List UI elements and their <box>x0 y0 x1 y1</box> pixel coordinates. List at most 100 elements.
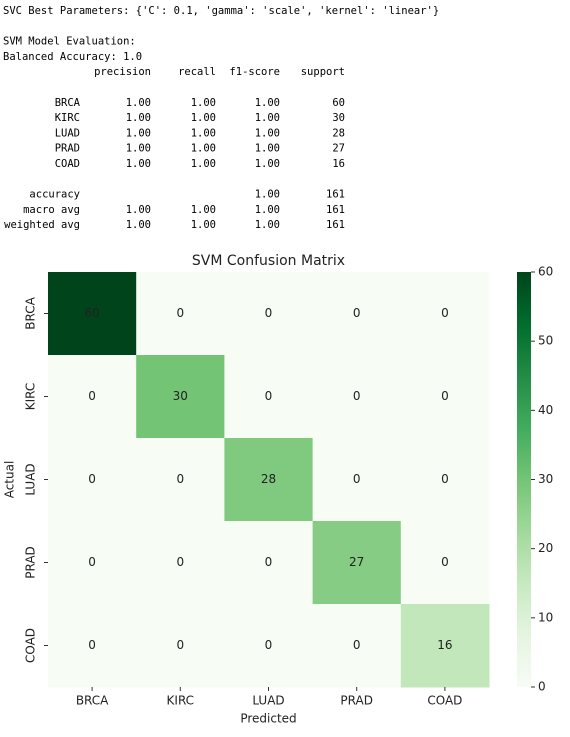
report-cell: 28 <box>332 127 345 139</box>
report-cell: 30 <box>332 112 345 124</box>
heatmap-cell <box>224 355 314 439</box>
heatmap-cell <box>136 355 225 439</box>
report-cell: 1.00 <box>191 127 216 139</box>
x-tick-label: BRCA <box>76 694 109 708</box>
cell-annotation: 0 <box>265 638 273 652</box>
heatmap-cell <box>48 604 137 688</box>
report-header: f1-score <box>229 66 280 78</box>
cell-annotation: 0 <box>88 472 96 486</box>
report-cell: 1.00 <box>255 143 280 155</box>
heatmap-cell <box>48 521 137 605</box>
report-label: weighted avg <box>4 219 80 231</box>
x-tick-label: LUAD <box>252 694 284 708</box>
x-tick-label: KIRC <box>167 694 195 708</box>
colorbar-tick-label: 10 <box>538 610 553 624</box>
report-header: precision <box>94 66 151 78</box>
report-cell: 1.00 <box>255 204 280 216</box>
colorbar-tick-label: 30 <box>538 472 553 486</box>
y-tick-label: COAD <box>24 628 38 663</box>
report-cell: 1.00 <box>191 219 216 231</box>
report-cell: 1.00 <box>191 143 216 155</box>
colorbar <box>517 272 531 687</box>
colorbar-tick-label: 60 <box>538 265 553 279</box>
heatmap-cell <box>48 355 137 439</box>
cell-annotation: 0 <box>176 555 184 569</box>
cell-annotation: 0 <box>353 306 361 320</box>
report-cell: 1.00 <box>255 112 280 124</box>
cell-annotation: 0 <box>353 472 361 486</box>
report-cell: 1.00 <box>191 158 216 170</box>
report-cell: 161 <box>326 189 345 201</box>
report-cell: 161 <box>326 204 345 216</box>
heatmap-cell <box>312 438 402 522</box>
y-tick-label: LUAD <box>24 463 38 495</box>
report-label: BRCA <box>55 97 81 109</box>
report-cell: 1.00 <box>126 127 151 139</box>
cell-annotation: 16 <box>437 638 452 652</box>
heatmap-cell <box>48 272 137 356</box>
report-cell: 1.00 <box>126 97 151 109</box>
cell-annotation: 0 <box>441 472 449 486</box>
cell-annotation: 0 <box>265 555 273 569</box>
cell-annotation: 27 <box>349 555 364 569</box>
heatmap-cell <box>312 521 402 605</box>
heatmap-cell <box>312 272 402 356</box>
heatmap-cell <box>400 521 490 605</box>
report-cell: 1.00 <box>255 219 280 231</box>
report-cell: 1.00 <box>126 158 151 170</box>
cell-annotation: 0 <box>176 472 184 486</box>
colorbar-tick-label: 50 <box>538 334 553 348</box>
report-header: support <box>301 66 345 78</box>
colorbar-tick-label: 20 <box>538 541 553 555</box>
output-line: Balanced Accuracy: 1.0 <box>3 51 142 63</box>
heatmap-cell <box>224 272 314 356</box>
report-label: KIRC <box>55 112 80 124</box>
report-label: macro avg <box>23 204 80 216</box>
report-cell: 161 <box>326 219 345 231</box>
report-label: PRAD <box>55 143 80 155</box>
output-line: SVM Model Evaluation: <box>3 36 136 48</box>
heatmap-cell <box>224 438 314 522</box>
report-cell: 1.00 <box>191 204 216 216</box>
report-cell: 1.00 <box>126 112 151 124</box>
heatmap-cell <box>136 272 225 356</box>
cell-annotation: 0 <box>353 389 361 403</box>
cell-annotation: 0 <box>265 306 273 320</box>
cell-annotation: 0 <box>176 306 184 320</box>
cell-annotation: 0 <box>441 555 449 569</box>
report-cell: 1.00 <box>255 189 280 201</box>
x-axis-label: Predicted <box>240 712 296 726</box>
report-cell: 16 <box>332 158 345 170</box>
y-tick-label: BRCA <box>24 296 38 329</box>
report-cell: 27 <box>332 143 345 155</box>
report-label: LUAD <box>55 127 80 139</box>
heatmap-cell <box>224 604 314 688</box>
heatmap-cell <box>400 355 490 439</box>
cell-annotation: 0 <box>353 638 361 652</box>
heatmap-cell <box>48 438 137 522</box>
report-cell: 1.00 <box>255 127 280 139</box>
report-cell: 1.00 <box>255 158 280 170</box>
report-cell: 60 <box>332 97 345 109</box>
output-line: SVC Best Parameters: {'C': 0.1, 'gamma':… <box>3 5 439 17</box>
x-tick-label: COAD <box>427 694 462 708</box>
heatmap-cell <box>136 438 225 522</box>
y-tick-label: PRAD <box>24 546 38 579</box>
x-tick-label: PRAD <box>340 694 373 708</box>
cell-annotation: 60 <box>84 306 99 320</box>
chart-title: SVM Confusion Matrix <box>192 253 345 269</box>
cell-annotation: 0 <box>265 389 273 403</box>
cell-annotation: 30 <box>173 389 188 403</box>
report-cell: 1.00 <box>191 97 216 109</box>
cell-annotation: 28 <box>261 472 276 486</box>
cell-annotation: 0 <box>88 389 96 403</box>
cell-annotation: 0 <box>176 638 184 652</box>
report-cell: 1.00 <box>255 97 280 109</box>
report-cell: 1.00 <box>126 204 151 216</box>
heatmap-cell <box>224 521 314 605</box>
y-axis-label: Actual <box>3 461 17 499</box>
colorbar-tick-label: 40 <box>538 403 553 417</box>
report-label: accuracy <box>29 189 80 201</box>
heatmap-cell <box>400 272 490 356</box>
